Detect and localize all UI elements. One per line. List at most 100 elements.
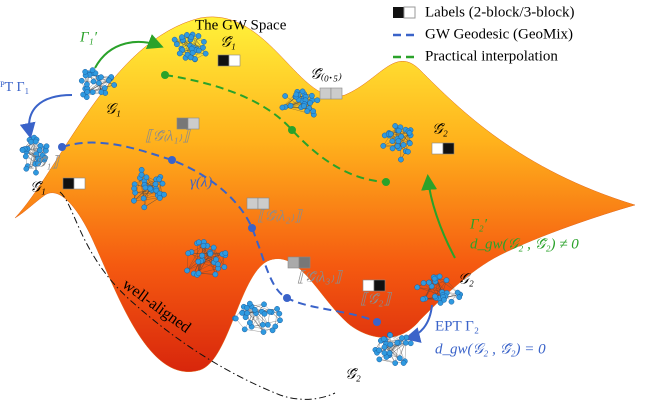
graph-node — [196, 240, 201, 245]
label-block — [177, 118, 188, 129]
graph-node — [273, 324, 278, 329]
label-icon — [177, 118, 199, 129]
arrow — [29, 95, 72, 135]
graph-node — [277, 311, 282, 316]
graph-node — [215, 262, 220, 267]
graph-node — [390, 139, 395, 144]
graph-node — [83, 69, 88, 74]
graph-node — [377, 348, 382, 353]
graph-node — [381, 143, 386, 148]
graph-node — [213, 257, 218, 262]
label: ⟦𝒢̃₍λ₁₎⟧ — [145, 128, 191, 144]
label-block — [247, 198, 258, 209]
label-block — [74, 178, 85, 189]
graph-node — [444, 278, 449, 283]
graph-node — [233, 316, 238, 321]
graph-node — [199, 253, 204, 258]
graph-node — [401, 142, 406, 147]
graph-node — [265, 322, 270, 327]
graph-node — [139, 167, 144, 172]
graph-node — [186, 251, 191, 256]
graph-node — [196, 259, 201, 264]
graph-node — [172, 37, 177, 42]
graph-node — [294, 92, 299, 97]
geodesic-point — [168, 156, 176, 164]
label: EPT Γ₂ — [435, 318, 479, 334]
label-icon — [247, 198, 269, 209]
graph-node — [245, 311, 250, 316]
graph — [232, 301, 282, 335]
label: Γ₁′ — [79, 29, 98, 45]
graph-node — [102, 85, 107, 90]
graph-node — [301, 103, 306, 108]
label-block — [188, 118, 199, 129]
graph-node — [288, 103, 293, 108]
geodesic-point — [58, 143, 66, 151]
page: {"title": "The GW Space", "legend": {"la… — [0, 0, 645, 409]
label: 𝒢̃₂ — [432, 121, 448, 137]
label-block — [443, 143, 454, 154]
graph-node — [401, 360, 406, 365]
graph-node — [382, 350, 387, 355]
graph-node — [247, 301, 252, 306]
graph-node — [240, 310, 245, 315]
graph-node — [393, 360, 398, 365]
graph-node — [201, 39, 206, 44]
graph-node — [283, 93, 288, 98]
graph-node — [408, 341, 413, 346]
label-icon — [63, 178, 85, 189]
graph-node — [426, 280, 431, 285]
graph-node — [148, 186, 153, 191]
graph-node — [90, 90, 95, 95]
label-block — [432, 143, 443, 154]
graph-node — [315, 98, 320, 103]
graph-node — [262, 311, 267, 316]
graph-node — [382, 344, 387, 349]
label: ⟦𝒢̃₁⟧ — [28, 154, 60, 170]
graph-node — [153, 182, 158, 187]
graph-node — [311, 109, 316, 114]
graph-node — [381, 336, 386, 341]
label-block — [63, 178, 74, 189]
legend-text: GW Geodesic (GeoMix) — [425, 26, 573, 42]
label: ᴾT Γ₁ — [0, 80, 29, 95]
graph-node — [90, 68, 95, 73]
label: ⟦𝒢̃₍λ₃₎⟧ — [297, 269, 343, 285]
graph-node — [242, 327, 247, 332]
graph-node — [407, 141, 412, 146]
graph-node — [44, 144, 49, 149]
graph-node — [79, 78, 84, 83]
label: d_gw(𝒢₂ , 𝒢̃₂) ≠ 0 — [470, 236, 579, 252]
graph-node — [141, 196, 146, 201]
geodesic-point — [373, 318, 381, 326]
label-block — [299, 257, 310, 268]
graph-node — [196, 33, 201, 38]
graph-node — [377, 357, 382, 362]
graph-node — [393, 123, 398, 128]
graph-node — [305, 109, 310, 114]
label: ⟦𝒢̃₂⟧ — [360, 291, 392, 307]
graph-node — [432, 294, 437, 299]
graph-node — [96, 80, 101, 85]
graph-node — [157, 195, 162, 200]
graph-node — [396, 139, 401, 144]
label: d_gw(𝒢₂ , 𝒢̃₂) = 0 — [435, 341, 546, 357]
graph-node — [33, 139, 38, 144]
figure: Labels (2-block/3-block) GW Geodesic (Ge… — [0, 0, 645, 409]
graph-node — [196, 271, 201, 276]
graph-node — [203, 51, 208, 56]
label-block — [320, 88, 331, 99]
graph-node — [395, 144, 400, 149]
graph-node — [395, 340, 400, 345]
graph-node — [390, 146, 395, 151]
graph-node — [247, 320, 252, 325]
graph-node — [420, 297, 425, 302]
title: The GW Space — [195, 17, 287, 33]
label: 𝒢̃₂ — [345, 366, 361, 382]
graph-node — [280, 105, 285, 110]
graph-node — [184, 268, 189, 273]
graph-node — [132, 186, 137, 191]
graph-node — [190, 50, 195, 55]
graph-node — [405, 149, 410, 154]
graph-node — [223, 251, 228, 256]
